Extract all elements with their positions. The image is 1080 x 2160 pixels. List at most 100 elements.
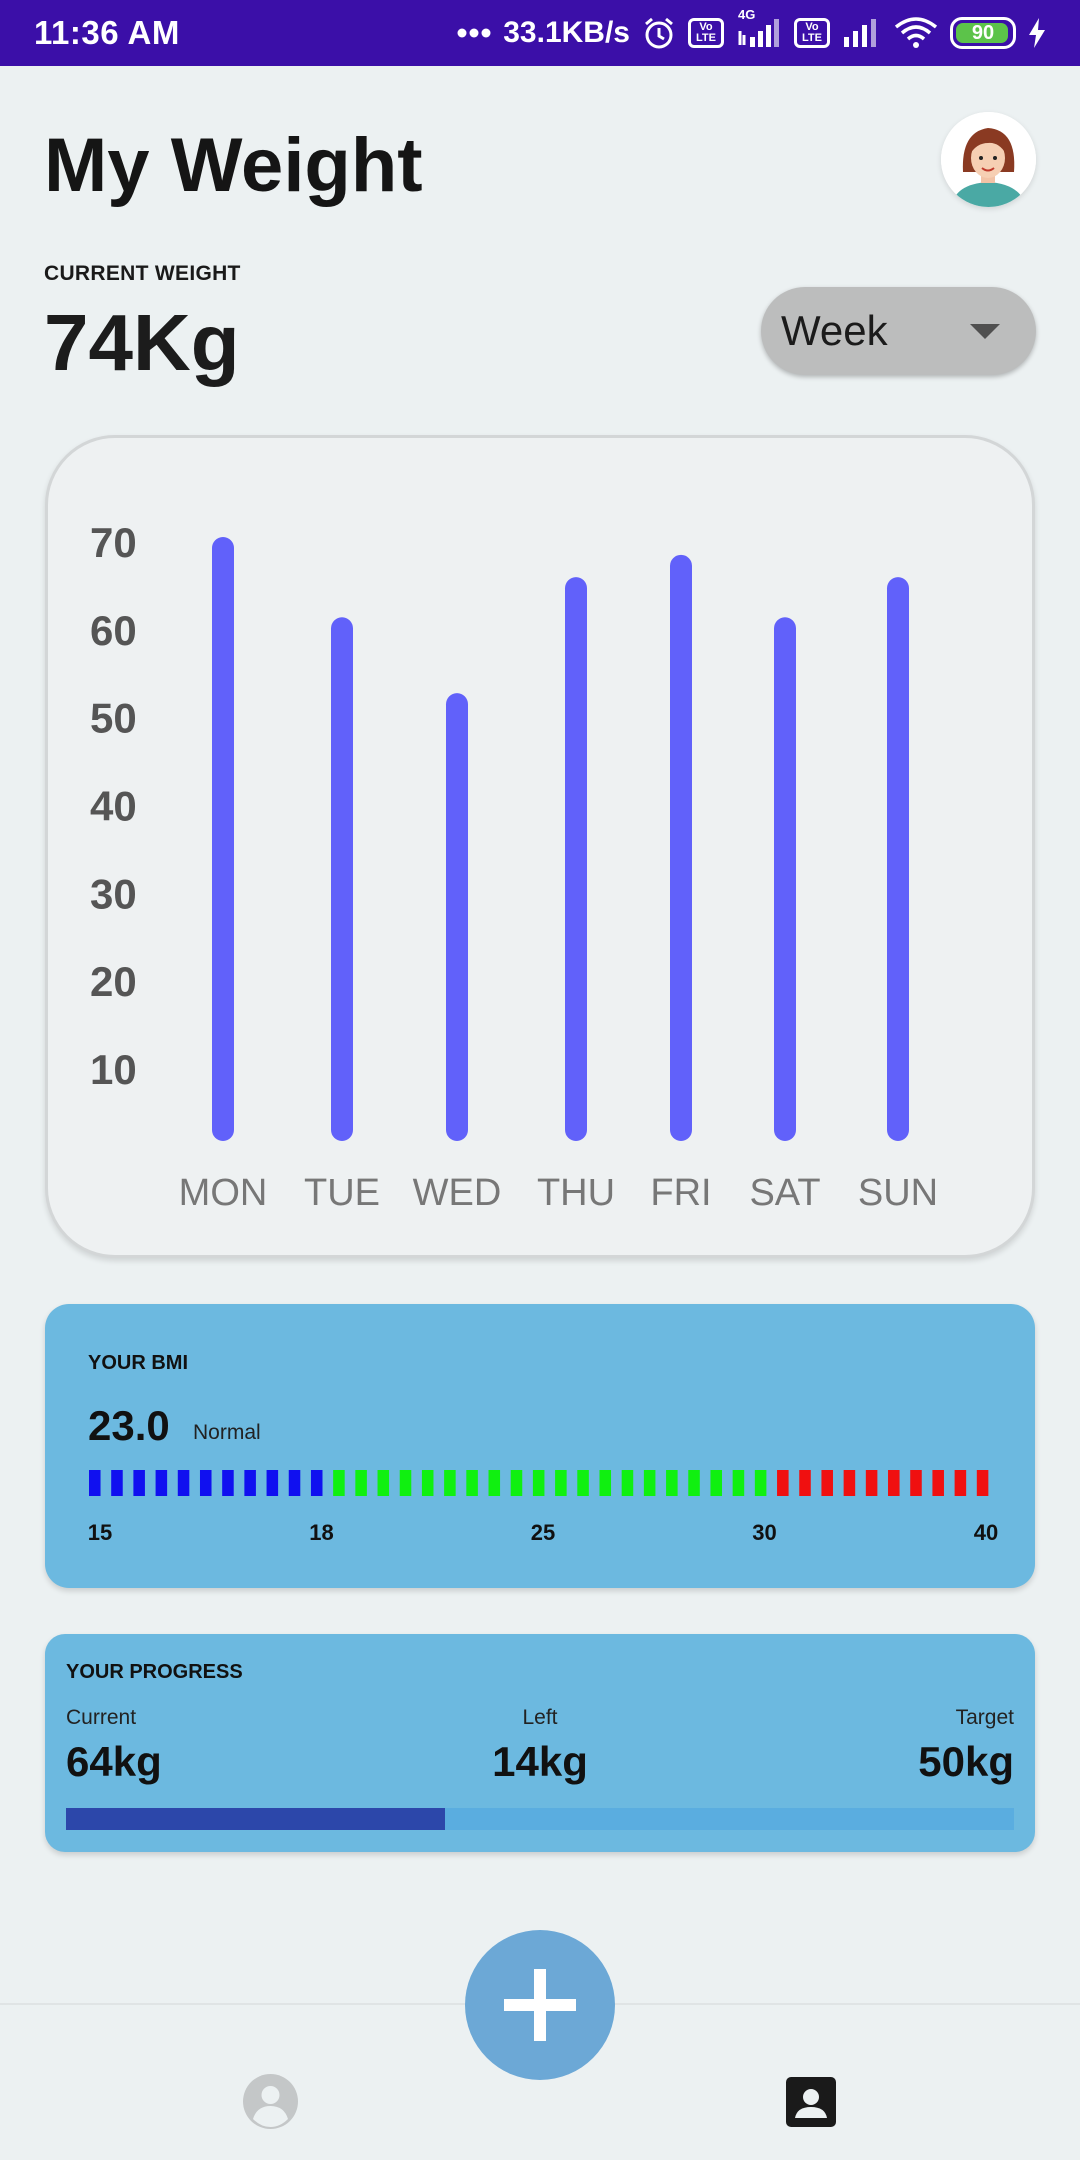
bmi-status: Normal <box>193 1421 261 1444</box>
bmi-scale-bar <box>89 1470 989 1496</box>
bmi-title: YOUR BMI <box>88 1352 188 1374</box>
bmi-scale-segment <box>488 1470 501 1496</box>
bmi-scale-label: 15 <box>87 1520 113 1545</box>
bmi-scale-segment <box>976 1470 989 1496</box>
y-tick-label: 20 <box>90 958 137 1005</box>
bmi-scale-segment <box>199 1470 212 1496</box>
progress-left: Left 14kg <box>45 1706 1035 1786</box>
bmi-scale-segment <box>89 1470 101 1496</box>
progress-left-value: 14kg <box>492 1738 588 1785</box>
charging-icon <box>1028 18 1046 48</box>
bmi-value: 23.0 <box>88 1402 170 1449</box>
y-tick-label: 40 <box>90 783 137 830</box>
avatar[interactable] <box>941 112 1036 207</box>
y-tick-label: 50 <box>90 695 137 742</box>
progress-bar-fill <box>66 1808 446 1830</box>
volte-label-bottom-2: LTE <box>802 32 822 44</box>
y-tick-label: 10 <box>90 1046 137 1093</box>
bmi-scale-segment <box>288 1470 301 1496</box>
x-tick-label: MON <box>179 1172 268 1214</box>
y-tick-label: 70 <box>90 519 137 566</box>
current-weight-value: 74Kg <box>44 298 240 387</box>
bmi-scale-segment <box>754 1470 767 1496</box>
add-icon <box>504 1969 576 2041</box>
progress-card: YOUR PROGRESS Current 64kg Left 14kg Tar… <box>45 1634 1035 1852</box>
bmi-scale-label: 18 <box>309 1520 334 1545</box>
alarm-icon <box>642 16 676 50</box>
nav-profile-button[interactable] <box>243 2074 298 2129</box>
add-weight-fab[interactable] <box>465 1930 615 2080</box>
progress-current-label: Current <box>66 1706 137 1729</box>
contact-card-icon <box>786 2077 836 2127</box>
bmi-scale-segment <box>710 1470 723 1496</box>
nav-contact-button[interactable] <box>785 2076 837 2128</box>
bmi-scale-segment <box>599 1470 612 1496</box>
progress-title: YOUR PROGRESS <box>66 1661 243 1683</box>
network-type: 4G <box>738 7 756 22</box>
bmi-scale-segment <box>421 1470 434 1496</box>
x-tick-label: TUE <box>304 1172 380 1214</box>
bmi-scale-segment <box>666 1470 678 1496</box>
page-title: My Weight <box>44 123 423 208</box>
status-bar: 11:36 AM 33.1KB/s Vo LTE 4G Vo LTE 90 <box>0 0 1080 66</box>
signal-icon: 4G <box>736 7 782 49</box>
bmi-scale-segment <box>399 1470 412 1496</box>
bmi-scale-segment <box>510 1470 523 1496</box>
progress-left-label: Left <box>522 1706 558 1729</box>
bmi-scale-labels: 15 18 25 30 40 <box>88 1520 998 1550</box>
volte-label-top: Vo <box>699 21 713 33</box>
period-dropdown-label: Week <box>781 307 888 354</box>
progress-current-value: 64kg <box>66 1738 162 1785</box>
volte-label-top-2: Vo <box>805 21 819 33</box>
status-icons: 33.1KB/s Vo LTE 4G Vo LTE 90 <box>457 7 1046 50</box>
bmi-scale-segment <box>266 1470 279 1496</box>
x-tick-label: FRI <box>650 1172 711 1214</box>
weight-bar-chart: 70 60 50 40 30 20 10 MON TUE WED THU FRI SAT SUN <box>90 519 938 1214</box>
progress-current: Current 64kg <box>66 1706 162 1786</box>
x-tick-label: SAT <box>749 1172 820 1214</box>
network-speed: 33.1KB/s <box>503 16 630 49</box>
chevron-down-icon <box>970 323 1000 339</box>
wifi-icon <box>894 17 938 49</box>
signal-icon-2 <box>842 17 882 49</box>
bmi-scale-segment <box>555 1470 567 1496</box>
progress-target-label: Target <box>955 1706 1014 1729</box>
bmi-scale-segment <box>177 1470 190 1496</box>
bmi-scale-segment <box>932 1470 944 1496</box>
bmi-scale-segment <box>688 1470 700 1496</box>
bmi-scale-segment <box>355 1470 367 1496</box>
bmi-scale-segment <box>133 1470 145 1496</box>
bmi-scale-segment <box>910 1470 922 1496</box>
progress-bar <box>66 1808 1014 1830</box>
bmi-scale-segment <box>466 1470 478 1496</box>
bmi-scale-segment <box>865 1470 878 1496</box>
volte-label-bottom: LTE <box>696 32 716 44</box>
bmi-scale-segment <box>732 1470 745 1496</box>
bmi-scale-label: 40 <box>973 1520 999 1545</box>
bmi-scale-segment <box>621 1470 634 1496</box>
bmi-scale-segment <box>222 1470 234 1496</box>
bmi-scale-segment <box>954 1470 967 1496</box>
bmi-scale-segment <box>310 1470 323 1496</box>
x-tick-label: WED <box>413 1172 502 1214</box>
bmi-scale-segment <box>821 1470 833 1496</box>
progress-target-value: 50kg <box>918 1738 1014 1785</box>
y-tick-label: 60 <box>90 607 137 654</box>
bmi-scale-segment <box>643 1470 656 1496</box>
bmi-scale-segment <box>444 1470 456 1496</box>
volte-icon-2: Vo LTE <box>794 18 830 48</box>
bmi-scale-segment <box>843 1470 856 1496</box>
avatar-woman-icon <box>941 112 1036 207</box>
battery-icon: 90 <box>950 17 1016 49</box>
bmi-scale-segment <box>244 1470 256 1496</box>
bmi-scale-segment <box>155 1470 168 1496</box>
progress-target: Target 50kg <box>918 1706 1014 1786</box>
x-tick-label: SUN <box>858 1172 938 1214</box>
bmi-scale-segment <box>377 1470 390 1496</box>
y-tick-label: 30 <box>90 870 137 917</box>
bmi-card: YOUR BMI 23.0 Normal 15 18 25 30 40 <box>45 1304 1035 1588</box>
current-weight-label: CURRENT WEIGHT <box>44 262 241 285</box>
profile-icon <box>243 2074 298 2129</box>
period-dropdown[interactable]: Week <box>761 287 1036 375</box>
battery-level: 90 <box>971 21 995 44</box>
